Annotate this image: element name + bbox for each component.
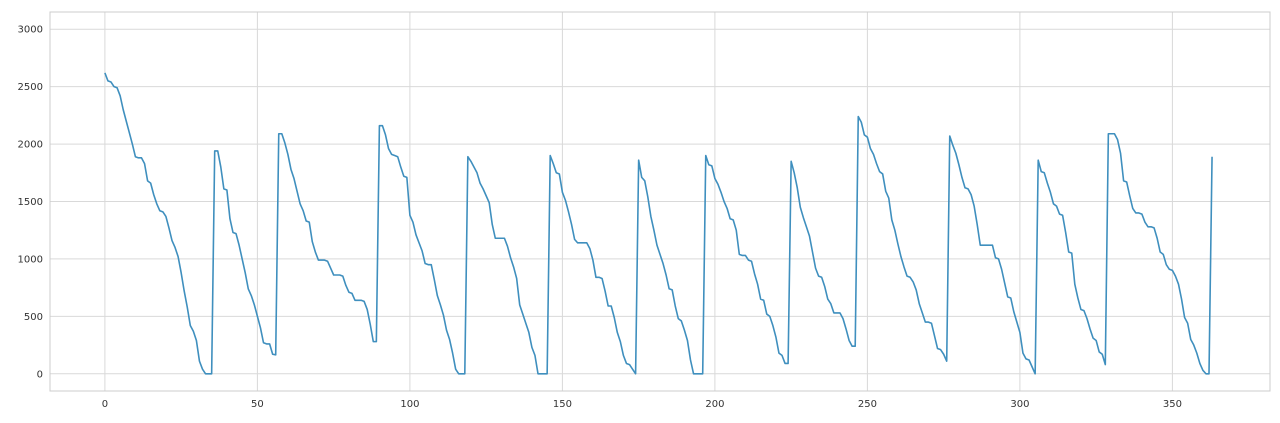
x-tick-label: 0 bbox=[102, 399, 108, 410]
y-tick-label: 500 bbox=[24, 312, 43, 323]
x-tick-label: 100 bbox=[400, 399, 419, 410]
y-tick-label: 1000 bbox=[18, 254, 43, 265]
series-group bbox=[104, 72, 1213, 375]
plot-frame bbox=[49, 11, 1271, 392]
y-tick-label: 2000 bbox=[18, 140, 43, 151]
x-tick-label: 350 bbox=[1163, 399, 1182, 410]
x-tick-label: 150 bbox=[553, 399, 572, 410]
series-line-0 bbox=[104, 72, 1213, 375]
y-axis-tick-labels: 0 500 1000 1500 2000 2500 3000 bbox=[18, 25, 43, 381]
x-tick-label: 300 bbox=[1010, 399, 1029, 410]
y-tick-label: 2500 bbox=[18, 82, 43, 93]
grid bbox=[50, 12, 1270, 391]
x-axis-tick-labels: 0 50 100 150 200 250 300 350 bbox=[102, 399, 1182, 410]
x-tick-label: 200 bbox=[705, 399, 724, 410]
y-tick-label: 1500 bbox=[18, 197, 43, 208]
x-tick-label: 50 bbox=[251, 399, 264, 410]
y-tick-label: 0 bbox=[37, 369, 43, 380]
x-tick-label: 250 bbox=[858, 399, 877, 410]
y-tick-label: 3000 bbox=[18, 25, 43, 36]
